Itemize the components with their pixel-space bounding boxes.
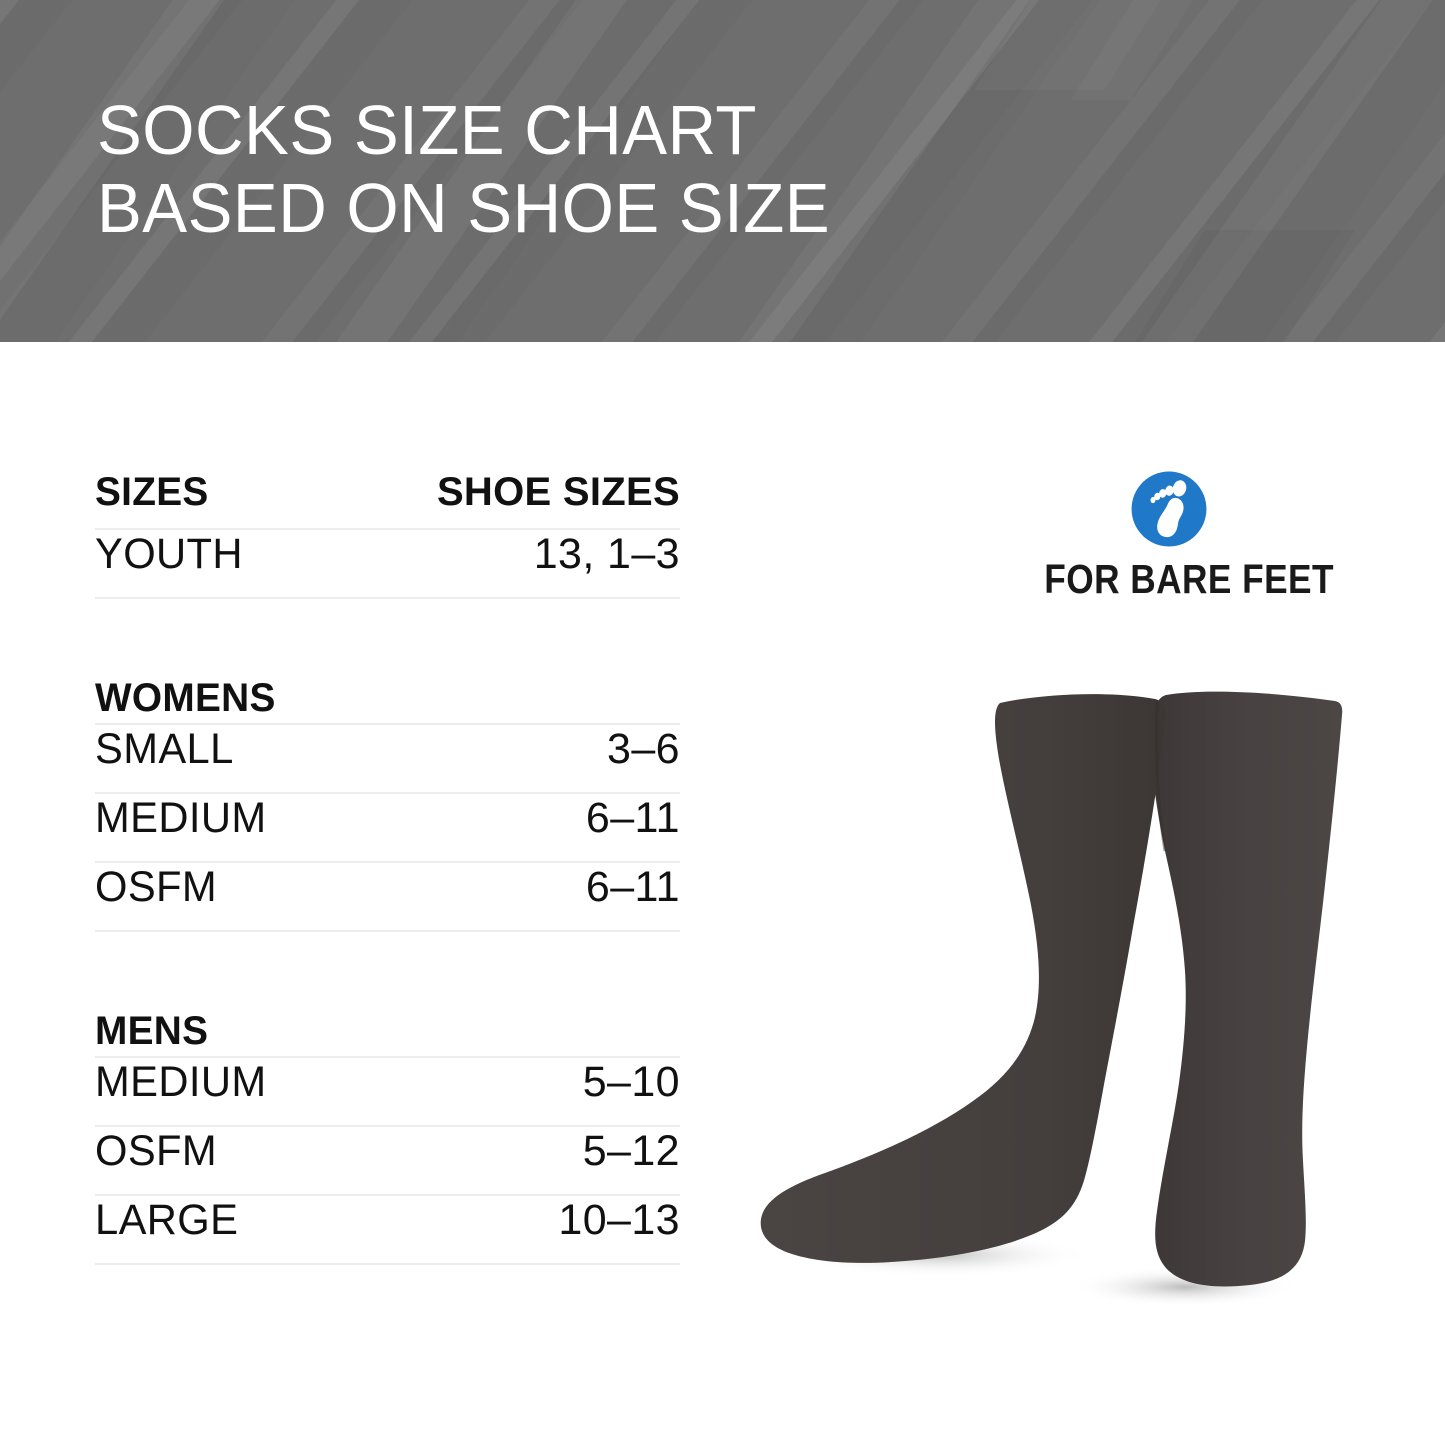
group-heading-label: MENS bbox=[95, 1009, 209, 1053]
row-label: MEDIUM bbox=[95, 794, 267, 842]
row-value: 13, 1–3 bbox=[533, 530, 680, 578]
header-diagonal-stripes bbox=[0, 0, 1445, 342]
table-row-mens-large: LARGE 10–13 bbox=[95, 1196, 680, 1265]
row-value: 5–12 bbox=[582, 1127, 680, 1175]
group-heading-womens: WOMENS bbox=[95, 647, 680, 725]
row-label: YOUTH bbox=[95, 530, 243, 578]
column-header-shoe-sizes: SHOE SIZES bbox=[436, 470, 680, 514]
footprint-in-circle-icon bbox=[1131, 471, 1207, 547]
row-label: SMALL bbox=[95, 725, 234, 773]
socks-illustration bbox=[745, 655, 1365, 1325]
row-value: 6–11 bbox=[585, 863, 680, 911]
row-value: 10–13 bbox=[558, 1196, 680, 1244]
header-diagonal-stripes-secondary bbox=[0, 0, 1445, 342]
table-row-mens-medium: MEDIUM 5–10 bbox=[95, 1058, 680, 1127]
brand-logo: FOR BARE FEET bbox=[1024, 470, 1334, 603]
column-header-sizes: SIZES bbox=[95, 470, 209, 514]
size-table: SIZES SHOE SIZES YOUTH 13, 1–3 WOMENS SM… bbox=[95, 470, 680, 1265]
socks-graphic bbox=[760, 691, 1343, 1307]
row-label: OSFM bbox=[95, 1127, 218, 1175]
row-value: 6–11 bbox=[585, 794, 680, 842]
row-label: MEDIUM bbox=[95, 1058, 267, 1106]
section-spacer-womens bbox=[95, 599, 680, 647]
table-header-row: SIZES SHOE SIZES bbox=[95, 470, 680, 530]
table-row-youth: YOUTH 13, 1–3 bbox=[95, 530, 680, 599]
brand-name: FOR BARE FEET bbox=[1044, 556, 1334, 602]
section-spacer-mens bbox=[95, 932, 680, 980]
row-value: 3–6 bbox=[607, 725, 680, 773]
table-row-mens-osfm: OSFM 5–12 bbox=[95, 1127, 680, 1196]
row-value: 5–10 bbox=[582, 1058, 680, 1106]
table-row-womens-osfm: OSFM 6–11 bbox=[95, 863, 680, 932]
page-title: SOCKS SIZE CHART BASED ON SHOE SIZE bbox=[97, 91, 831, 247]
row-label: OSFM bbox=[95, 863, 218, 911]
group-heading-mens: MENS bbox=[95, 980, 680, 1058]
group-heading-label: WOMENS bbox=[95, 676, 276, 720]
row-label: LARGE bbox=[95, 1196, 239, 1244]
table-row-womens-small: SMALL 3–6 bbox=[95, 725, 680, 794]
sock-back bbox=[1151, 691, 1343, 1287]
sock-front bbox=[760, 694, 1166, 1263]
header-banner: SOCKS SIZE CHART BASED ON SHOE SIZE bbox=[0, 0, 1445, 342]
table-row-womens-medium: MEDIUM 6–11 bbox=[95, 794, 680, 863]
sock-cuff-seam bbox=[1154, 700, 1167, 852]
